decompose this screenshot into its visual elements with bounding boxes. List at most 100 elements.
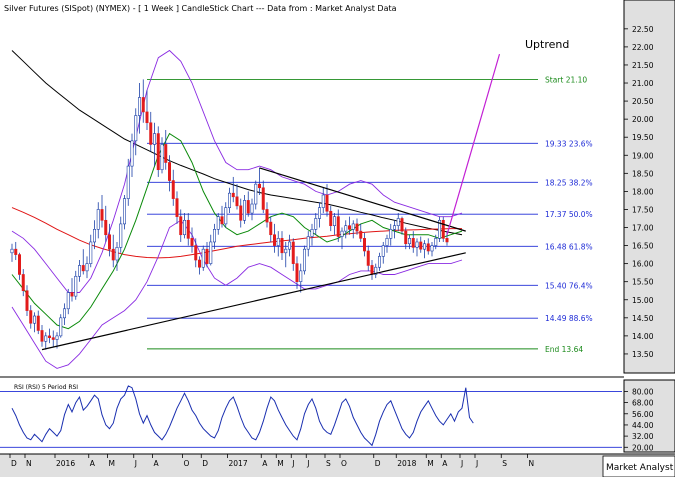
candle-down	[329, 210, 333, 227]
fib-level-label: 18.25 38.2%	[545, 178, 593, 187]
candle-up	[344, 225, 348, 232]
candle-down	[205, 248, 209, 264]
candle-up	[374, 266, 378, 275]
candle-up	[287, 241, 291, 250]
candle-down	[336, 216, 340, 237]
candle-up	[123, 198, 127, 225]
candle-down	[21, 274, 25, 292]
fib-level-label: 16.48 61.8%	[545, 242, 593, 251]
price-layer: Start 21.10 19.33 23.6% 18.25 38.2% 17.37 5…	[10, 49, 593, 369]
candle-up	[302, 248, 306, 272]
price-tick-label: 15.50	[632, 278, 654, 287]
candle-down	[220, 216, 224, 225]
price-tick-label: 21.50	[632, 61, 654, 70]
candle-down	[419, 241, 423, 250]
candle-down	[231, 192, 235, 198]
chart-title: Silver Futures (SISpot) (NYMEX) - [ 1 We…	[4, 4, 397, 13]
candle-down	[36, 315, 40, 331]
candle-down	[81, 265, 85, 272]
rsi-title: RSI (RSI) 5 Period RSI	[14, 384, 78, 391]
candle-up	[434, 238, 438, 246]
candle-down	[179, 216, 183, 236]
candle-down	[239, 205, 243, 221]
price-tick-label: 16.00	[632, 260, 654, 269]
date-tick-label: D	[375, 459, 381, 468]
candle-up	[216, 216, 220, 230]
candle-up	[310, 229, 314, 237]
candle-up	[314, 218, 318, 230]
trendline-upper	[259, 167, 466, 232]
candle-up	[119, 223, 123, 248]
date-tick-label: O	[184, 459, 190, 468]
price-tick-label: 22.00	[632, 43, 654, 52]
candle-down	[141, 97, 145, 113]
price-tick-label: 18.00	[632, 187, 654, 196]
candle-up	[385, 238, 389, 246]
candle-down	[156, 133, 160, 171]
candle-down	[261, 187, 265, 210]
price-tick-label: 18.50	[632, 169, 654, 178]
price-tick-label: 17.50	[632, 205, 654, 214]
candle-up	[396, 218, 400, 227]
candle-up	[96, 209, 100, 230]
date-tick-label: D	[202, 459, 208, 468]
candle-up	[85, 263, 89, 272]
rsi-layer	[0, 385, 622, 448]
date-tick-label: N	[26, 459, 32, 468]
date-axis-panel	[0, 454, 675, 477]
candle-down	[51, 337, 55, 340]
candle-up	[381, 245, 385, 257]
candle-up	[321, 194, 325, 208]
candle-up	[74, 275, 78, 297]
ma-short-line	[11, 132, 463, 330]
candle-up	[209, 241, 213, 264]
date-tick-label: O	[341, 459, 347, 468]
corner-label: Market Analyst 8	[606, 463, 675, 473]
candle-down	[295, 263, 299, 282]
candle-down	[194, 245, 198, 261]
candle-up	[183, 219, 187, 236]
candle-up	[93, 229, 97, 243]
fib-level-label: 17.37 50.0%	[545, 210, 593, 219]
candle-down	[175, 198, 179, 217]
rsi-line	[11, 385, 474, 447]
candle-up	[224, 207, 228, 225]
rsi-tick-label: 20.00	[632, 443, 654, 452]
candle-up	[78, 265, 82, 277]
price-tick-label: 14.00	[632, 332, 654, 341]
candle-down	[265, 209, 269, 223]
rsi-tick-label: 32.00	[632, 432, 654, 441]
candle-up	[55, 335, 59, 340]
candle-down	[404, 230, 408, 245]
candle-down	[17, 254, 21, 275]
date-tick-label: J	[460, 459, 463, 468]
price-tick-label: 20.00	[632, 115, 654, 124]
price-tick-label: 13.50	[632, 350, 654, 359]
price-tick-label: 15.00	[632, 296, 654, 305]
candle-down	[47, 335, 51, 338]
candle-up	[377, 256, 381, 268]
candle-up	[160, 144, 164, 171]
rsi-axis-panel	[623, 379, 675, 453]
candle-down	[70, 292, 74, 297]
fib-level-label: Start 21.10	[545, 75, 587, 84]
candle-up	[415, 241, 419, 248]
candle-down	[441, 219, 445, 239]
candle-up	[437, 219, 441, 239]
date-tick-label: D	[11, 459, 17, 468]
candle-down	[29, 310, 33, 324]
axis-layer: 13.50 14.00 14.50 15.00 15.50 16.00 16.50 17.00…	[9, 25, 654, 468]
candle-down	[400, 218, 404, 232]
candle-up	[250, 203, 254, 214]
candle-up	[332, 216, 336, 227]
candle-up	[276, 238, 280, 246]
candle-up	[134, 115, 138, 142]
candle-up	[392, 225, 396, 230]
candle-down	[168, 162, 172, 181]
date-tick-label: M	[277, 459, 283, 468]
candle-down	[104, 219, 108, 236]
candle-up	[254, 183, 258, 205]
date-tick-label: J	[475, 459, 478, 468]
